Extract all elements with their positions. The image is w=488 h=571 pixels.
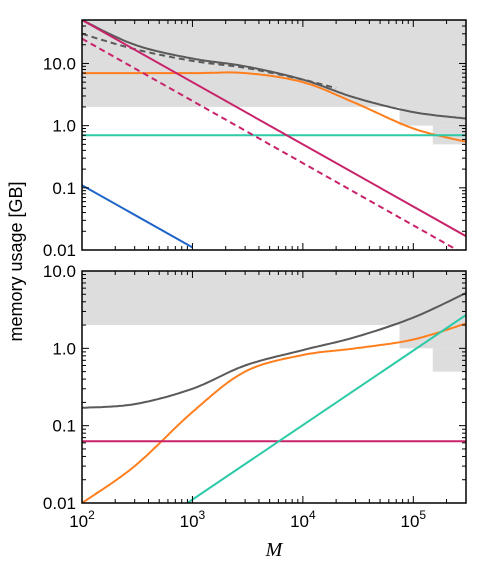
y-tick-label: 1.0 [52, 117, 76, 136]
shaded-region [432, 348, 466, 372]
x-tick-label: 105 [401, 508, 427, 531]
y-axis-label: memory usage [GB] [6, 181, 26, 341]
y-tick-label: 0.01 [43, 494, 76, 513]
series-line-0 [82, 292, 466, 409]
y-tick-label: 0.1 [52, 179, 76, 198]
plot-area-0 [82, 20, 466, 250]
y-tick-label: 0.1 [52, 417, 76, 436]
x-axis-label: M [265, 539, 284, 561]
series-line-5 [82, 37, 460, 250]
series-line-4 [82, 20, 466, 238]
x-tick-label: 103 [180, 508, 206, 531]
series-line-1 [82, 322, 466, 503]
plot-frame [81, 270, 467, 504]
series-line-6 [82, 184, 193, 249]
x-tick-label: 102 [69, 508, 95, 531]
x-tick-label: 104 [290, 508, 316, 531]
y-tick-label: 0.01 [43, 241, 76, 260]
series-line-0 [82, 20, 466, 120]
y-tick-label: 1.0 [52, 339, 76, 358]
shaded-region [82, 20, 466, 107]
plot-area-1 [82, 271, 466, 503]
y-tick-label: 10.0 [43, 54, 76, 73]
shaded-region [82, 271, 466, 326]
shaded-region [399, 106, 466, 126]
series-line-1 [82, 32, 337, 90]
series-line-3 [186, 314, 466, 503]
series-line-2 [82, 71, 466, 143]
y-tick-label: 10.0 [43, 262, 76, 281]
